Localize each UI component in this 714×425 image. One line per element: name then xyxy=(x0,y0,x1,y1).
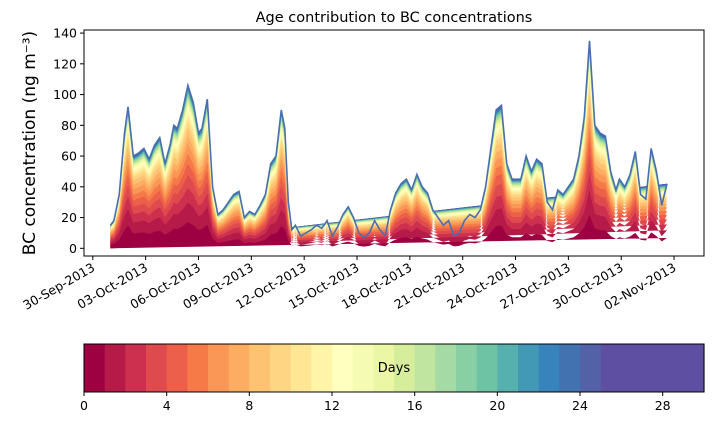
colorbar-bin xyxy=(456,344,478,392)
colorbar-bin xyxy=(394,344,416,392)
plot-area: 02040608010012014030-Sep-201303-Oct-2013… xyxy=(20,26,705,313)
colorbar-tick-label: 16 xyxy=(407,398,423,413)
colorbar-bin xyxy=(662,344,684,392)
y-axis-label: BC concentration (ng m⁻³) xyxy=(20,31,40,255)
colorbar-tick-label: 24 xyxy=(572,398,588,413)
y-tick-label: 0 xyxy=(69,241,77,256)
colorbar-bin xyxy=(311,344,333,392)
colorbar: 0 4 8 12 16 20 24 28 xyxy=(80,343,705,413)
colorbar-bin xyxy=(249,344,271,392)
colorbar-bin xyxy=(600,344,622,392)
colorbar-bin xyxy=(621,344,643,392)
colorbar-bin xyxy=(518,344,540,392)
colorbar-bin xyxy=(476,344,498,392)
y-tick-label: 120 xyxy=(53,56,77,71)
axes-frame xyxy=(83,29,705,257)
colorbar-bin xyxy=(104,344,126,392)
colorbar-bin xyxy=(187,344,209,392)
colorbar-label: Days xyxy=(378,361,411,376)
colorbar-tick-label: 28 xyxy=(655,398,671,413)
chart-title: Age contribution to BC concentrations xyxy=(256,10,533,26)
colorbar-bin xyxy=(125,344,147,392)
colorbar-bin xyxy=(559,344,581,392)
colorbar-bin xyxy=(146,344,168,392)
y-tick-label: 20 xyxy=(61,210,77,225)
age-layer-day-2 xyxy=(110,190,668,249)
colorbar-bin xyxy=(414,344,436,392)
colorbar-bin xyxy=(580,344,602,392)
colorbar-bin xyxy=(435,344,457,392)
colorbar-bin xyxy=(332,344,354,392)
colorbar-bin xyxy=(683,344,705,392)
y-tick-label: 80 xyxy=(61,118,77,133)
y-tick-label: 40 xyxy=(61,179,77,194)
y-tick-label: 100 xyxy=(53,87,77,102)
total-envelope-line xyxy=(109,40,668,239)
colorbar-bin xyxy=(270,344,292,392)
colorbar-bin xyxy=(352,344,374,392)
colorbar-tick-label: 8 xyxy=(245,398,253,413)
colorbar-frame xyxy=(83,343,705,393)
colorbar-bin xyxy=(208,344,230,392)
colorbar-bin xyxy=(290,344,312,392)
colorbar-tick-label: 20 xyxy=(489,398,505,413)
colorbar-bin xyxy=(373,344,395,392)
y-tick-label: 60 xyxy=(61,149,77,164)
colorbar-tick-label: 0 xyxy=(80,398,88,413)
colorbar-bin xyxy=(497,344,519,392)
colorbar-tick-label: 4 xyxy=(163,398,171,413)
colorbar-bin xyxy=(84,344,106,392)
colorbar-bin xyxy=(538,344,560,392)
colorbar-bin xyxy=(166,344,188,392)
age-layer-day-1 xyxy=(110,215,668,249)
colorbar-bin xyxy=(228,344,250,392)
y-tick-label: 140 xyxy=(53,26,77,41)
colorbar-tick-label: 12 xyxy=(324,398,340,413)
colorbar-bin xyxy=(642,344,664,392)
